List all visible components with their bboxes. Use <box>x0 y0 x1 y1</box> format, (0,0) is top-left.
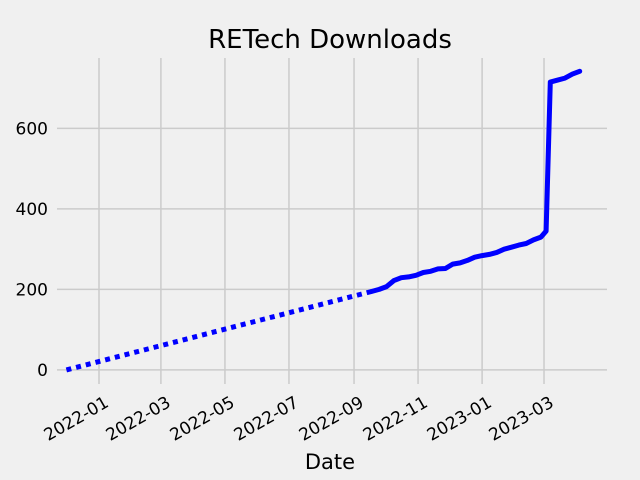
chart-title: RETech Downloads <box>208 25 452 55</box>
y-tick-label: 200 <box>16 280 48 300</box>
y-tick-label: 400 <box>16 200 48 220</box>
y-tick-label: 600 <box>16 119 48 139</box>
y-tick-label: 0 <box>37 361 48 381</box>
x-axis-label: Date <box>305 450 355 474</box>
